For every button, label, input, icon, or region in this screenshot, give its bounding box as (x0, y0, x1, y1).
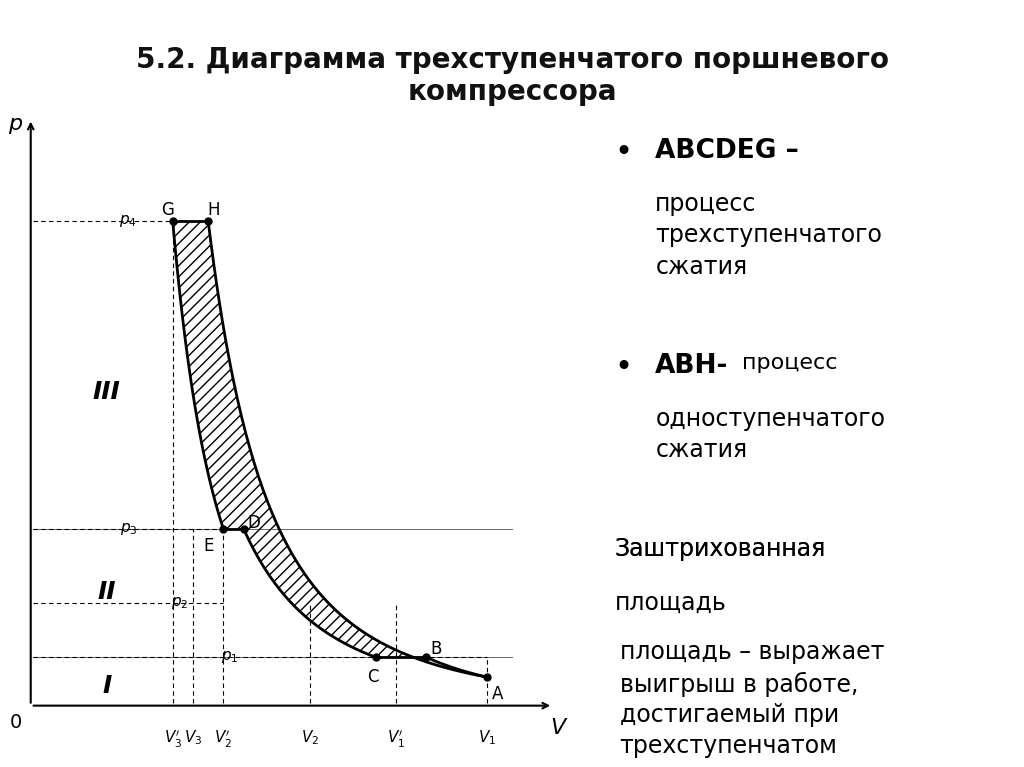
Text: процесс: процесс (742, 353, 838, 373)
Text: H: H (207, 201, 219, 219)
Text: ABCDEG –: ABCDEG – (655, 138, 799, 164)
Text: $V_2$: $V_2$ (301, 729, 318, 747)
Text: I: I (102, 673, 112, 698)
Text: одноступенчатого
сжатия: одноступенчатого сжатия (655, 407, 886, 462)
Text: ABH-: ABH- (655, 353, 729, 379)
Text: V: V (551, 719, 565, 739)
Text: 5.2. Диаграмма трехступенчатого поршневого
компрессора: 5.2. Диаграмма трехступенчатого поршнево… (135, 46, 889, 107)
Text: процесс
трехступенчатого
сжатия: процесс трехступенчатого сжатия (655, 192, 883, 279)
Text: •: • (614, 138, 633, 167)
Text: 0: 0 (9, 713, 22, 732)
Text: E: E (203, 537, 213, 555)
Text: $V_3'$: $V_3'$ (164, 729, 182, 749)
Text: G: G (161, 201, 174, 219)
Text: D: D (248, 515, 260, 532)
Text: Заштрихованная: Заштрихованная (614, 537, 825, 561)
Text: II: II (97, 580, 116, 604)
Text: B: B (431, 640, 442, 657)
Text: $V_3$: $V_3$ (184, 729, 202, 747)
Text: $V_1$: $V_1$ (478, 729, 497, 747)
Text: площадь: площадь (614, 591, 726, 614)
Text: площадь – выражает
выигрыш в работе,
достигаемый при
трехступенчатом
сжатии газа: площадь – выражает выигрыш в работе, дос… (620, 640, 884, 767)
Text: p: p (8, 114, 23, 134)
Text: $V_2'$: $V_2'$ (214, 729, 232, 749)
Text: $p_3$: $p_3$ (120, 521, 137, 537)
Text: $V_1'$: $V_1'$ (387, 729, 404, 749)
Text: III: III (93, 380, 121, 404)
Text: Заштрихованная: Заштрихованная (614, 537, 825, 561)
Text: A: A (492, 685, 503, 703)
Text: $p_1$: $p_1$ (221, 649, 239, 665)
Text: $p_2$: $p_2$ (171, 595, 188, 611)
Text: $p_4$: $p_4$ (120, 213, 137, 229)
Text: C: C (368, 668, 379, 686)
Text: •: • (614, 353, 633, 382)
